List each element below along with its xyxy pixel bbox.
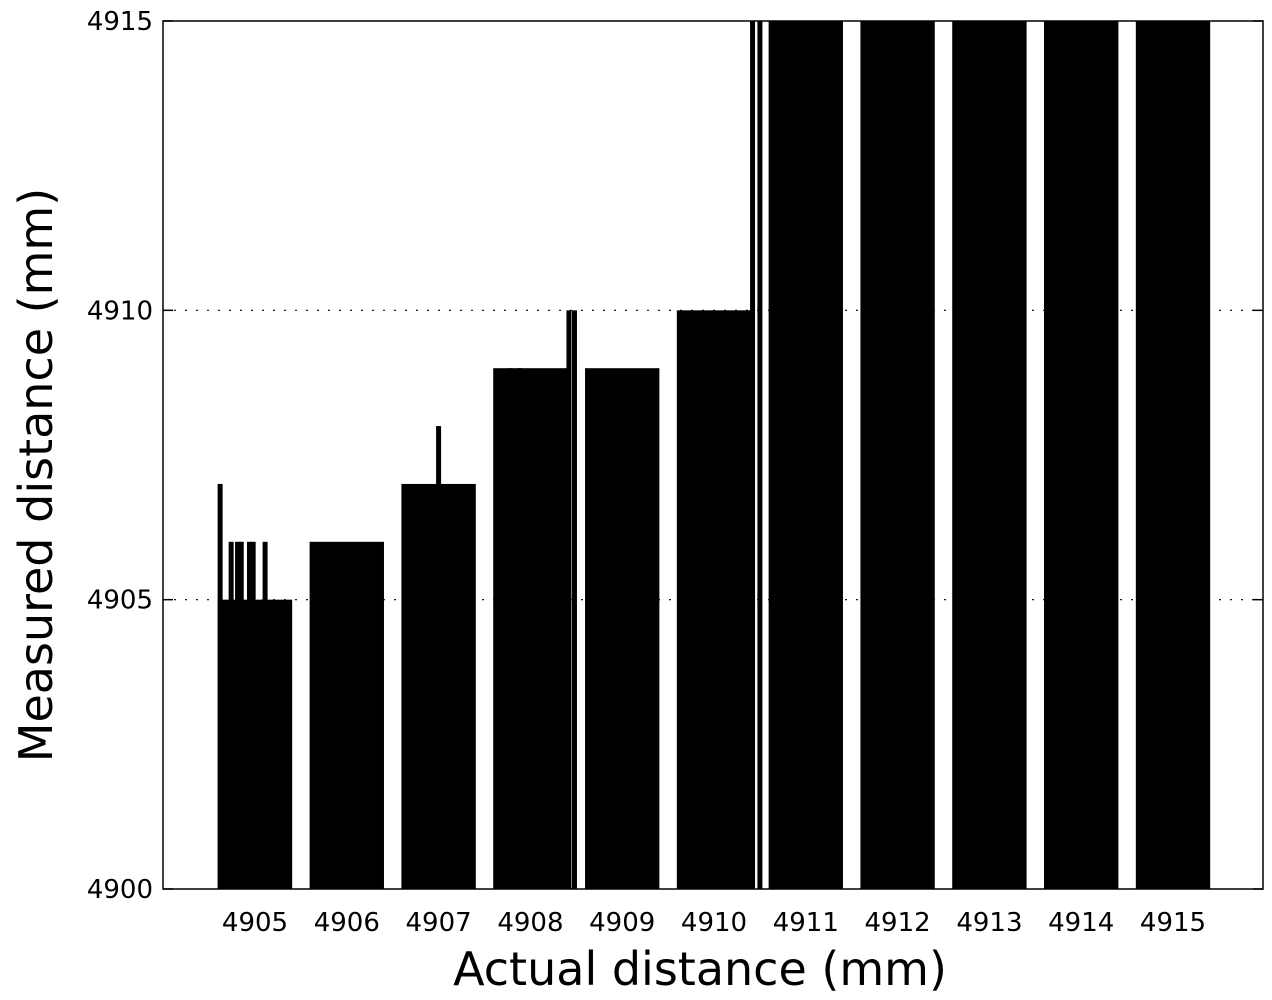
x-axis-ticks: 4905 4906 4907 4908 4909 4910 4911 4912 4913 4914…: [222, 881, 1206, 938]
bar: [585, 368, 660, 889]
x-tick-label: 4912: [865, 908, 931, 938]
x-tick-label: 4913: [956, 908, 1022, 938]
bars: [217, 21, 1211, 889]
outlier-spike: [750, 21, 756, 889]
x-tick-label: 4914: [1048, 908, 1114, 938]
outlier-spike: [571, 310, 577, 889]
outlier-spike: [250, 541, 256, 889]
y-tick-label: 4905: [87, 586, 153, 616]
bar: [309, 541, 384, 889]
bar: [768, 21, 843, 889]
outlier-spike: [507, 368, 513, 889]
outlier-spike: [262, 541, 268, 889]
y-axis-title: Measured distance (mm): [9, 188, 63, 762]
x-tick-label: 4910: [681, 908, 747, 938]
outlier-spike: [516, 368, 522, 889]
x-axis-title: Actual distance (mm): [453, 942, 947, 996]
y-tick-label: 4910: [87, 296, 153, 326]
bar: [1044, 21, 1119, 889]
outlier-spike: [436, 426, 442, 889]
y-axis-ticks: 4900 4905 4910 4915: [87, 7, 1263, 905]
outlier-spike: [235, 541, 241, 889]
outlier-spike: [238, 541, 244, 889]
x-tick-label: 4911: [773, 908, 839, 938]
outlier-spike: [246, 541, 252, 889]
outlier-spike: [566, 310, 572, 889]
y-tick-label: 4900: [87, 875, 153, 905]
outlier-spikes: [217, 21, 763, 889]
bar: [493, 368, 568, 889]
x-tick-label: 4907: [406, 908, 472, 938]
x-tick-label: 4905: [222, 908, 288, 938]
bar: [676, 310, 752, 889]
outlier-spike: [228, 541, 234, 889]
x-tick-label: 4908: [497, 908, 563, 938]
outlier-spike: [757, 21, 763, 889]
y-tick-label: 4915: [87, 7, 153, 37]
outlier-spike: [500, 426, 506, 889]
bar: [860, 21, 935, 889]
x-tick-label: 4906: [314, 908, 380, 938]
x-tick-label: 4915: [1140, 908, 1206, 938]
x-tick-label: 4909: [589, 908, 655, 938]
plot-frame: [162, 20, 1264, 890]
bar: [1135, 21, 1211, 889]
outlier-spike: [217, 483, 223, 889]
bar: [952, 21, 1027, 889]
